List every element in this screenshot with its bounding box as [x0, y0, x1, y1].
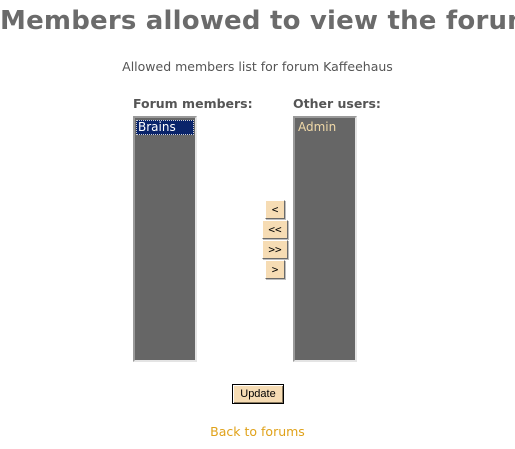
back-to-forums-link[interactable]: Back to forums: [0, 424, 515, 439]
forum-members-listbox[interactable]: Brains: [133, 116, 197, 362]
back-to-forums-label[interactable]: Back to forums: [210, 424, 305, 439]
other-user-option[interactable]: Admin: [298, 120, 337, 134]
other-users-label: Other users:: [293, 96, 381, 111]
move-one-left-button[interactable]: <: [265, 200, 285, 219]
page-subtitle: Allowed members list for forum Kaffeehau…: [122, 59, 393, 74]
move-all-left-button[interactable]: <<: [262, 220, 288, 239]
update-button[interactable]: Update: [232, 384, 284, 404]
page-title: Members allowed to view the forum: [0, 6, 515, 36]
move-one-right-button[interactable]: >: [265, 260, 285, 279]
forum-members-label: Forum members:: [133, 96, 253, 111]
other-users-listbox[interactable]: Admin: [293, 116, 357, 362]
move-all-right-button[interactable]: >>: [262, 240, 288, 259]
forum-member-option[interactable]: Brains: [136, 120, 194, 135]
